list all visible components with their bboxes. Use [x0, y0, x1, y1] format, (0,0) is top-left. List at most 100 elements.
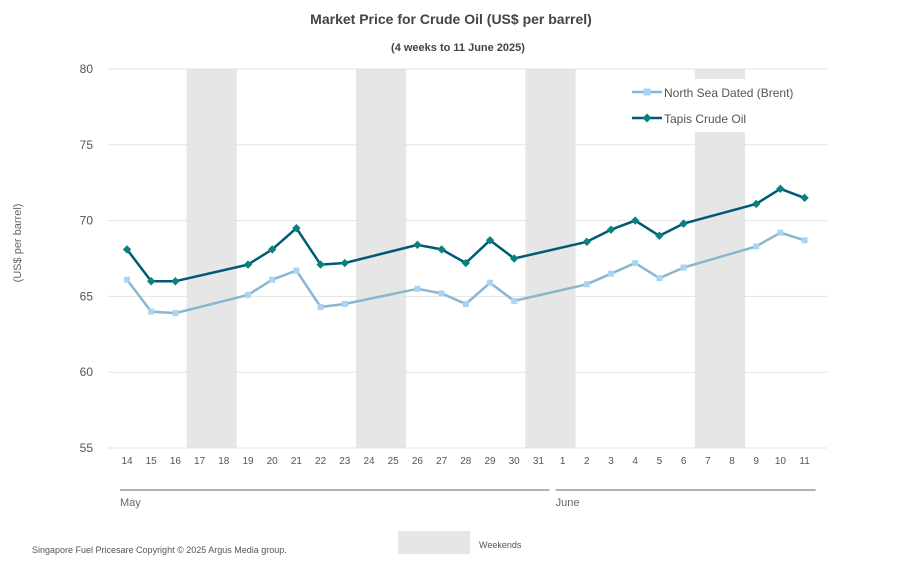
data-point [632, 260, 639, 267]
data-point [438, 290, 445, 297]
x-tick-label: 15 [146, 456, 158, 467]
x-tick-label: 25 [388, 456, 400, 467]
legend-tapis-label: Tapis Crude Oil [664, 112, 746, 126]
data-point [753, 243, 760, 250]
data-point [462, 300, 469, 307]
legend-brent-marker [643, 88, 651, 96]
data-point [437, 245, 446, 254]
x-tick-label: 22 [315, 456, 327, 467]
source-note: Singapore Fuel Pricesare Copyright © 202… [32, 545, 287, 555]
x-tick-label: 10 [775, 456, 787, 467]
x-tick-label: 11 [799, 456, 810, 467]
data-point [148, 308, 155, 315]
y-axis-label: (US$ per barrel) [12, 204, 24, 283]
x-tick-label: 8 [729, 456, 735, 467]
data-point [776, 184, 785, 193]
x-tick-labels: 14 15 16 17 18 19 20 21 22 23 24 25 26 27 28 29 30 31 1 2 3 4… [121, 456, 810, 467]
data-point [608, 270, 614, 277]
legend-background [628, 79, 818, 132]
data-point [679, 219, 688, 228]
data-point [243, 260, 253, 269]
data-point [510, 254, 519, 263]
x-tick-label: 6 [681, 456, 687, 467]
x-tick-label: 28 [460, 456, 472, 467]
data-point [800, 193, 809, 203]
data-point [582, 237, 591, 247]
data-point [583, 281, 590, 288]
x-tick-label: 29 [484, 456, 496, 467]
data-point [655, 231, 664, 240]
x-tick-label: 30 [509, 456, 521, 467]
x-tick-label: 5 [657, 456, 663, 467]
weekend-band [694, 69, 745, 448]
x-tick-label: 26 [412, 456, 424, 467]
data-point [414, 285, 421, 292]
data-point [341, 300, 348, 307]
month-label: May [120, 497, 141, 509]
weekend-legend-swatch [398, 531, 470, 554]
x-tick-label: 4 [632, 456, 638, 467]
weekend-band [186, 69, 237, 448]
y-tick-label: 70 [80, 214, 94, 228]
data-point [340, 258, 349, 268]
data-point [316, 260, 325, 269]
data-point [269, 276, 276, 283]
data-point [680, 264, 687, 271]
legend-tapis-marker [642, 113, 652, 123]
x-tick-label: 16 [170, 456, 182, 467]
data-point [752, 199, 761, 209]
x-tick-label: 7 [705, 456, 711, 467]
data-point [461, 258, 470, 268]
data-point [801, 237, 808, 244]
x-tick-label: 24 [363, 456, 375, 467]
data-point [292, 223, 301, 233]
x-tick-label: 23 [339, 456, 351, 467]
y-tick-label: 55 [80, 441, 94, 455]
month-labels: May June [120, 489, 816, 509]
x-tick-label: 3 [608, 456, 614, 467]
data-point [487, 279, 493, 286]
data-point [631, 216, 640, 225]
y-tick-labels: 55 60 65 70 75 80 [80, 62, 94, 455]
y-tick-label: 75 [80, 138, 94, 152]
gridlines [108, 68, 827, 449]
x-tick-label: 21 [291, 456, 303, 467]
x-tick-label: 9 [753, 456, 759, 467]
y-tick-label: 80 [80, 62, 94, 76]
data-point [413, 240, 422, 250]
data-point [317, 304, 324, 311]
data-point [485, 236, 495, 245]
data-point [511, 297, 518, 304]
data-point [777, 229, 784, 236]
data-point [172, 310, 179, 317]
chart-title: Market Price for Crude Oil (US$ per barr… [310, 11, 592, 27]
data-point [124, 276, 130, 283]
x-tick-label: 14 [121, 456, 133, 467]
y-tick-label: 65 [80, 289, 94, 303]
data-point [293, 267, 300, 274]
legend: North Sea Dated (Brent) Tapis Crude Oil [628, 79, 818, 132]
month-label: June [556, 497, 580, 509]
data-point [245, 291, 251, 298]
x-tick-label: 19 [242, 456, 254, 467]
weekend-legend-label: Weekends [479, 540, 522, 550]
data-point [606, 225, 616, 234]
x-tick-label: 31 [533, 456, 545, 467]
x-tick-label: 20 [267, 456, 279, 467]
chart-subtitle: (4 weeks to 11 June 2025) [391, 42, 525, 54]
data-point [171, 277, 180, 286]
legend-brent-label: North Sea Dated (Brent) [664, 86, 793, 100]
y-tick-label: 60 [80, 365, 94, 379]
data-point [147, 277, 156, 286]
x-tick-label: 2 [584, 456, 590, 467]
x-tick-label: 18 [218, 456, 230, 467]
x-tick-label: 27 [436, 456, 448, 467]
x-tick-label: 17 [194, 456, 206, 467]
weekend-bands [186, 69, 745, 448]
data-point [122, 245, 132, 254]
data-point [656, 275, 663, 282]
series-lines [122, 184, 809, 317]
data-point [268, 245, 277, 254]
weekend-band [525, 69, 576, 448]
